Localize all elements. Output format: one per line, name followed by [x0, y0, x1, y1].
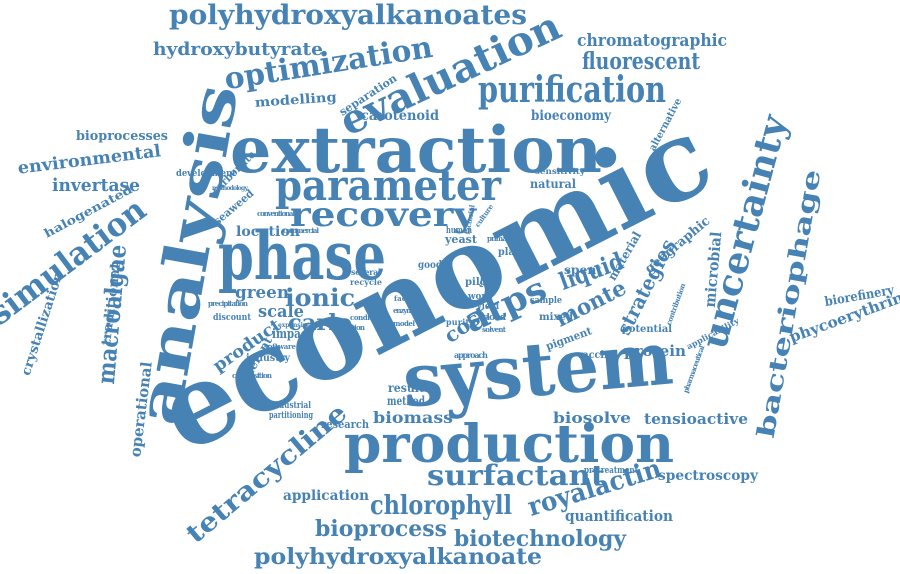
word: biotechnology — [454, 526, 627, 552]
word: result — [388, 381, 424, 395]
word: primary — [487, 234, 514, 243]
word: natural — [530, 177, 576, 191]
word: bioeconomy — [531, 108, 612, 124]
word: yeast — [444, 233, 478, 246]
word: chromatographic — [577, 31, 727, 51]
word: protein — [624, 342, 686, 360]
word: work — [467, 292, 493, 302]
word: biosolve — [553, 409, 631, 427]
word: enzyme — [393, 306, 418, 315]
word: recovery — [290, 195, 477, 235]
word: industry — [246, 353, 291, 364]
word: expensive — [278, 322, 310, 329]
word: purity — [446, 317, 474, 327]
word: yield — [476, 302, 500, 312]
word: phase — [218, 217, 386, 295]
word: composition — [232, 371, 272, 380]
word: production — [344, 414, 674, 475]
word: plant — [498, 247, 526, 258]
word: research — [321, 418, 369, 431]
word: several — [351, 267, 381, 277]
word: bioprocess — [315, 516, 447, 542]
word: commercial — [283, 226, 319, 235]
word: polyhydroxyalkanoate — [254, 544, 542, 570]
word: green — [235, 283, 289, 303]
word: operation — [333, 323, 365, 332]
word: location — [236, 224, 300, 240]
word: invertase — [52, 175, 140, 196]
word: chlorophyll — [370, 491, 512, 521]
word: method — [387, 394, 425, 408]
word: solvent — [482, 325, 507, 334]
word: fluorescent — [582, 48, 700, 75]
word: surfactant — [427, 459, 605, 492]
word: condition — [350, 313, 384, 322]
word: quantification — [565, 507, 673, 525]
word: factor — [394, 294, 418, 303]
word: carotenoid — [361, 108, 439, 124]
word: discount — [213, 313, 252, 323]
word: bioprocesses — [76, 129, 168, 144]
word: industrial — [271, 401, 311, 411]
word: extraction — [230, 113, 602, 188]
word: model — [393, 319, 415, 328]
word: purification — [478, 69, 666, 111]
word: potential — [622, 324, 672, 335]
word: hydroxybutyrate — [153, 39, 323, 60]
word: contribution — [664, 282, 688, 326]
word: environmental — [17, 141, 163, 178]
word: sample — [530, 296, 562, 306]
word: development — [176, 169, 237, 179]
word: precipitation — [208, 299, 248, 308]
word: good — [418, 260, 442, 271]
word: modelling — [254, 90, 337, 111]
word: human — [446, 226, 472, 236]
word: methodology — [212, 185, 249, 192]
word: biomass — [373, 408, 453, 427]
word: parameter — [275, 161, 502, 210]
word: partitioning — [269, 411, 314, 421]
word: sensitivity — [535, 166, 585, 176]
word: spectroscopy — [658, 468, 759, 484]
word: tensioactive — [644, 410, 748, 428]
word: vaccine — [576, 350, 617, 361]
word: application — [283, 488, 369, 504]
word: scale — [258, 302, 304, 322]
word: pretreatment — [584, 466, 639, 476]
word: pilot — [465, 277, 491, 288]
word: conventional — [257, 209, 295, 218]
word: approach — [454, 350, 488, 360]
word: carlo — [288, 310, 352, 336]
word: polyhydroxyalkanoates — [169, 0, 527, 31]
word: ionic — [285, 283, 355, 312]
word: recycle — [350, 277, 382, 287]
word: mixed — [539, 312, 573, 323]
word: software — [264, 342, 297, 351]
word: cloud — [482, 313, 507, 323]
word: impact — [272, 327, 312, 342]
word: spent — [564, 263, 602, 277]
